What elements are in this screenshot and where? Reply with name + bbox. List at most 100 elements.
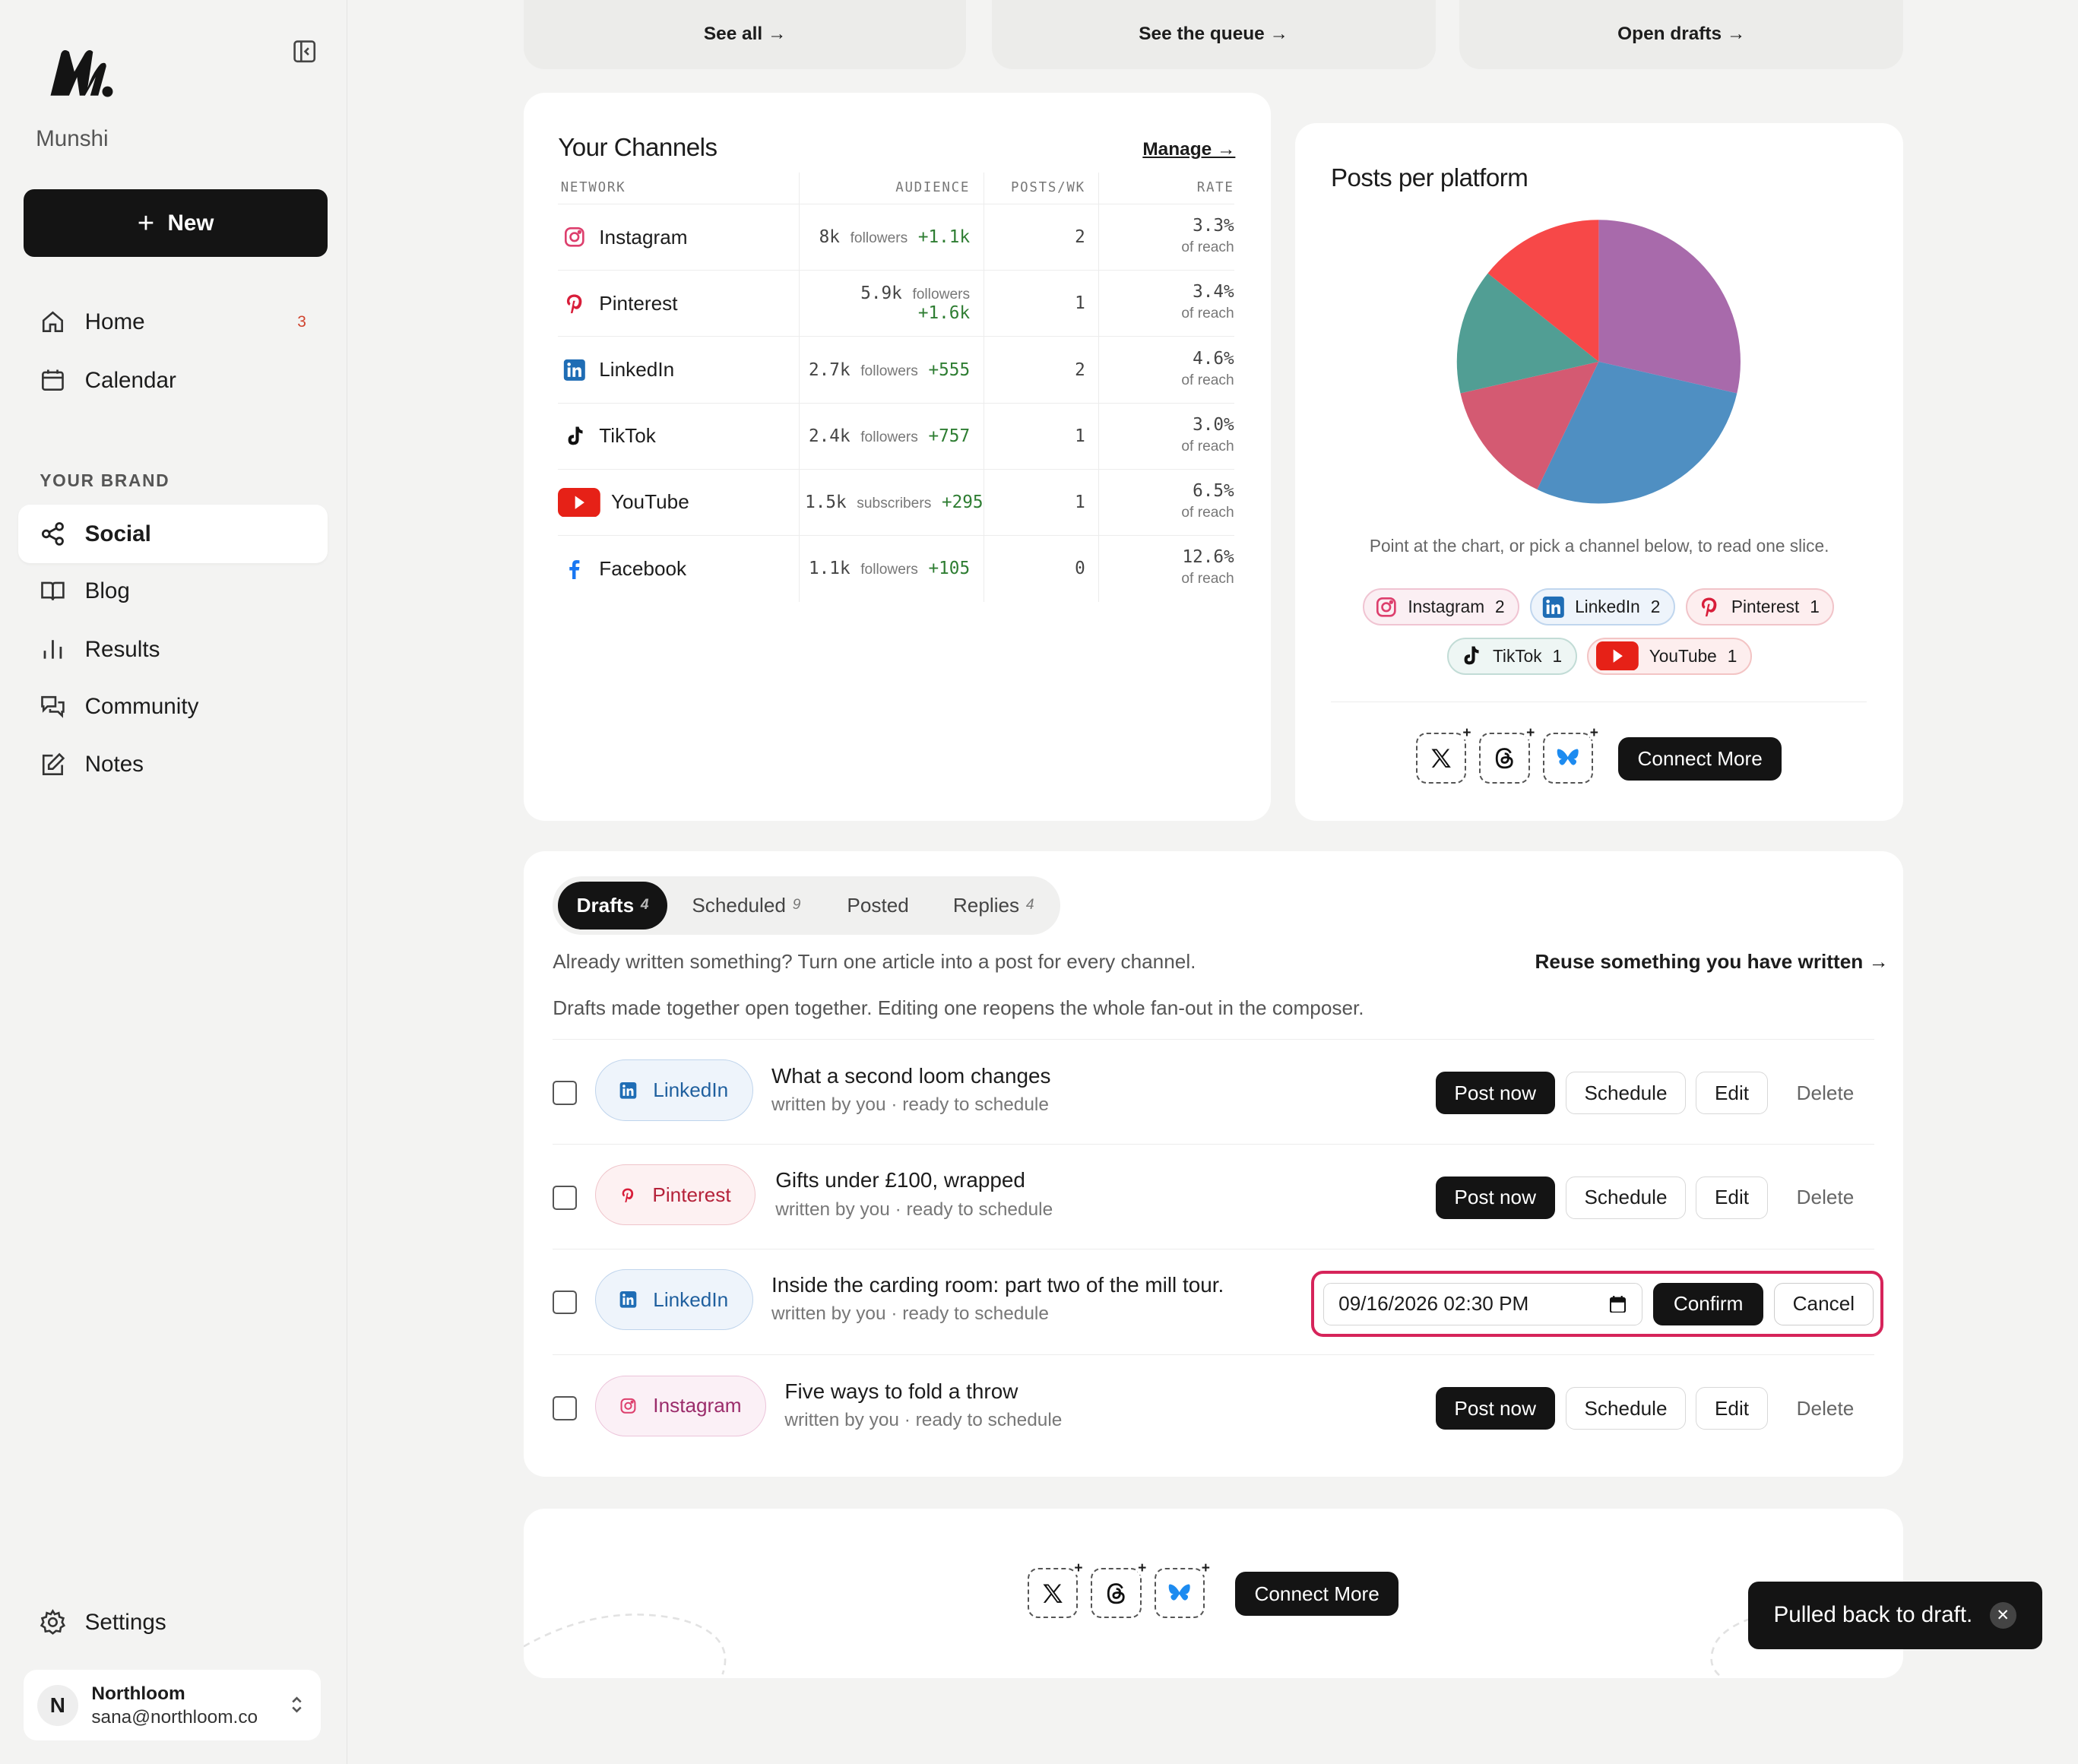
row-checkbox[interactable] [553, 1290, 577, 1315]
delete-button[interactable]: Delete [1779, 1387, 1872, 1430]
close-icon[interactable]: ✕ [1989, 1602, 2016, 1629]
connect-bluesky-button[interactable]: + [1543, 726, 1598, 784]
post-now-button[interactable]: Post now [1435, 1387, 1555, 1430]
schedule-button[interactable]: Schedule [1565, 1072, 1687, 1114]
row-checkbox[interactable] [553, 1186, 577, 1210]
list-item: Instagram Five ways to fold a throw writ… [553, 1354, 1874, 1459]
sidebar-item-blog[interactable]: Blog [18, 562, 327, 620]
posts-cell: 1 [983, 402, 1099, 470]
new-button[interactable]: + New [24, 189, 328, 258]
table-row[interactable]: Facebook 1.1k followers +105 0 12.6% of r… [558, 534, 1234, 602]
plus-icon: + [1201, 1560, 1210, 1576]
calendar-icon[interactable] [1610, 1295, 1627, 1313]
legend-chip-instagram[interactable]: Instagram 2 [1362, 588, 1520, 626]
sidebar-item-social[interactable]: Social [18, 505, 328, 564]
table-row[interactable]: Instagram 8k followers +1.1k 2 3.3% of re… [558, 204, 1234, 271]
pie-slice-linkedin[interactable] [1537, 362, 1737, 504]
sidebar-item-community[interactable]: Community [18, 677, 327, 736]
edit-icon [43, 752, 65, 775]
legend-chip-tiktok[interactable]: TikTok 1 [1447, 637, 1577, 675]
tab-posted[interactable]: Posted [828, 882, 927, 930]
post-now-button[interactable]: Post now [1435, 1072, 1555, 1114]
schedule-button[interactable]: Schedule [1565, 1176, 1687, 1219]
tiktok-icon [1464, 646, 1479, 665]
account-email: sana@northloom.co [91, 1707, 258, 1728]
post-title[interactable]: Gifts under £100, wrapped [775, 1168, 1025, 1192]
network-name: Facebook [599, 556, 687, 580]
datetime-input[interactable]: 09/16/2026 02:30 PM [1323, 1282, 1643, 1325]
datetime-value: 09/16/2026 02:30 PM [1338, 1292, 1529, 1316]
rate-sub: of reach [1181, 239, 1234, 256]
tab-label: Replies [952, 893, 1020, 917]
header-audience: AUDIENCE [799, 172, 984, 204]
rate-value: 4.6% [1193, 348, 1234, 369]
chevron-updown-icon [292, 1696, 302, 1713]
schedule-button[interactable]: Schedule [1565, 1387, 1687, 1430]
pie-slice-tiktok[interactable] [1456, 273, 1599, 394]
sidebar-item-settings[interactable]: Settings [18, 1593, 327, 1652]
sidebar-item-calendar[interactable]: Calendar [18, 351, 327, 410]
audience-unit: followers [850, 230, 908, 247]
edit-button[interactable]: Edit [1695, 1176, 1769, 1219]
reuse-link[interactable]: Reuse something you have written → [1535, 950, 1889, 974]
connect-bluesky-button[interactable]: + [1155, 1561, 1210, 1619]
table-row[interactable]: TikTok 2.4k followers +757 1 3.0% of reac… [558, 402, 1234, 470]
tab-scheduled[interactable]: Scheduled 9 [673, 882, 819, 930]
channels-title: Your Channels [558, 134, 717, 163]
munshi-logo [50, 49, 113, 97]
audience-unit: subscribers [857, 495, 932, 511]
cancel-button[interactable]: Cancel [1773, 1282, 1874, 1325]
connect-x-button[interactable]: + [1415, 726, 1471, 784]
network-cell: Facebook [558, 534, 800, 602]
post-title[interactable]: Inside the carding room: part two of the… [771, 1273, 1224, 1297]
table-row[interactable]: LinkedIn 2.7k followers +555 2 4.6% of re… [558, 336, 1234, 404]
sidebar-item-home[interactable]: Home 3 [18, 293, 327, 351]
confirm-button[interactable]: Confirm [1653, 1282, 1763, 1325]
connect-more-button[interactable]: Connect More [1618, 736, 1782, 781]
plus-icon: + [137, 206, 155, 239]
pie-chart[interactable] [1295, 123, 1903, 521]
legend-count: 1 [1552, 645, 1563, 666]
see-queue-link[interactable]: See the queue → [1139, 24, 1288, 45]
edit-button[interactable]: Edit [1695, 1072, 1769, 1114]
row-checkbox[interactable] [553, 1081, 577, 1105]
row-checkbox[interactable] [553, 1396, 577, 1420]
facebook-icon [569, 559, 580, 579]
open-drafts-link[interactable]: Open drafts → [1617, 24, 1746, 45]
connect-threads-button[interactable]: + [1091, 1561, 1147, 1619]
chip-label: LinkedIn [653, 1287, 729, 1311]
edit-button[interactable]: Edit [1695, 1387, 1769, 1430]
audience-unit: followers [860, 429, 918, 445]
sidebar-item-notes[interactable]: Notes [18, 736, 327, 794]
tab-drafts[interactable]: Drafts 4 [558, 881, 667, 930]
audience-value: 2.7k [809, 359, 851, 380]
pie-slice-youtube[interactable] [1487, 220, 1599, 363]
connect-threads-button[interactable]: + [1479, 726, 1535, 784]
account-switcher[interactable]: N Northloom sana@northloom.co [24, 1670, 322, 1740]
see-all-link[interactable]: See all → [703, 24, 787, 45]
home-badge: 3 [297, 312, 306, 331]
rate-cell: 3.3% of reach [1098, 204, 1234, 271]
audience-cell: 1.1k followers +105 [799, 534, 984, 602]
delete-button[interactable]: Delete [1779, 1176, 1872, 1219]
pie-slice-pinterest[interactable] [1460, 362, 1599, 490]
legend-chip-youtube[interactable]: YouTube 1 [1586, 637, 1752, 675]
post-now-button[interactable]: Post now [1435, 1176, 1555, 1219]
delete-button[interactable]: Delete [1779, 1072, 1872, 1114]
sidebar-item-label: Notes [84, 752, 144, 777]
sidebar-item-results[interactable]: Results [18, 620, 327, 679]
collapse-sidebar-icon[interactable] [293, 40, 316, 63]
rate-sub: of reach [1181, 504, 1234, 521]
pie-slice-instagram[interactable] [1598, 220, 1741, 394]
legend-chip-linkedin[interactable]: LinkedIn 2 [1529, 588, 1675, 626]
table-row[interactable]: YouTube 1.5k subscribers +295 1 6.5% of r… [558, 468, 1234, 536]
connect-more-button[interactable]: Connect More [1235, 1572, 1399, 1616]
post-title[interactable]: Five ways to fold a throw [784, 1379, 1018, 1403]
legend-chip-pinterest[interactable]: Pinterest 1 [1686, 588, 1835, 626]
connect-x-button[interactable]: + [1027, 1561, 1083, 1619]
table-row[interactable]: Pinterest 5.9k followers +1.6k 1 3.4% of … [558, 270, 1234, 337]
manage-link[interactable]: Manage → [1142, 139, 1236, 160]
post-title[interactable]: What a second loom changes [771, 1063, 1051, 1088]
tab-replies[interactable]: Replies 4 [935, 882, 1053, 930]
rate-cell: 12.6% of reach [1098, 534, 1234, 602]
